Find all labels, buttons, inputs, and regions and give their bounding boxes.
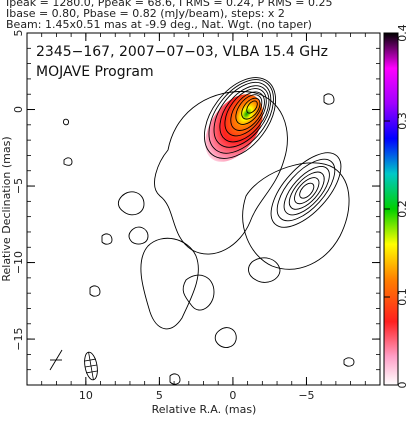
x-axis-label: Relative R.A. (mas): [152, 403, 257, 416]
y-axis-label: Relative Declination (mas): [0, 136, 13, 281]
x-axis: 10 5 0 −5: [26, 33, 381, 402]
colorbar-tick-label: 0.3: [396, 112, 409, 130]
x-tick-label: 0: [229, 389, 236, 402]
core-contours: [203, 77, 277, 159]
x-tick-label: 10: [79, 389, 93, 402]
y-tick-label: −5: [12, 178, 25, 194]
beam-ellipse: [83, 351, 99, 381]
colorbar-tick-label: 0.4: [396, 24, 409, 42]
x-tick-label: −5: [298, 389, 314, 402]
plot-frame: [26, 32, 381, 386]
header-line-1: Ipeak = 1280.0, Ppeak = 68.6, I RMS = 0.…: [6, 0, 333, 9]
program-label: MOJAVE Program: [36, 64, 154, 80]
colorbar-tick-label: 0.2: [396, 200, 409, 218]
y-axis: 5 0 −5 −10 −15: [12, 30, 380, 386]
y-tick-label: 5: [12, 30, 25, 37]
diffuse-contours: [63, 91, 355, 385]
jet-component-contours: [270, 152, 342, 228]
colorbar-tick-label: 0.1: [396, 288, 409, 306]
y-tick-label: 0: [12, 106, 25, 113]
header-line-2: Ibase = 0.80, Pbase = 0.82 (mJy/beam), s…: [6, 7, 285, 20]
colorbar-axis: 0 0.1 0.2 0.3 0.4: [384, 24, 409, 389]
contour-marker-cross: [49, 349, 63, 371]
colorbar-tick-label: 0: [396, 382, 409, 389]
source-label: 2345−167, 2007−07−03, VLBA 15.4 GHz: [36, 44, 328, 60]
y-tick-label: −10: [12, 251, 25, 274]
header-line-3: Beam: 1.45x0.51 mas at -9.9 deg., Nat. W…: [6, 18, 312, 31]
y-tick-label: −15: [12, 327, 25, 350]
x-tick-label: 5: [156, 389, 163, 402]
contour-layer: [49, 77, 355, 385]
